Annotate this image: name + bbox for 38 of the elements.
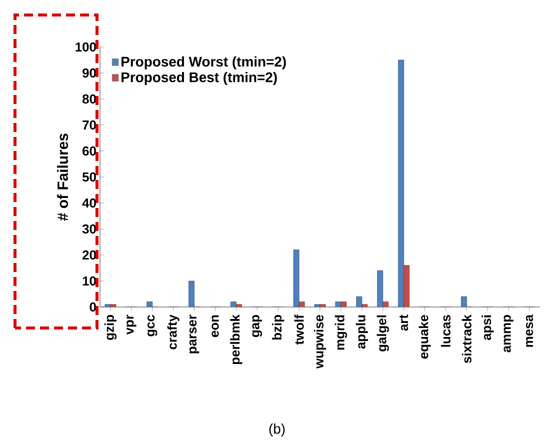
- x-tick-label: gzip: [104, 315, 117, 340]
- x-tick-label: eon: [212, 315, 219, 338]
- x-tick-label: vpr: [126, 314, 136, 335]
- x-tick-label: perlbmk: [230, 314, 242, 364]
- x-tick-label: lucas: [440, 315, 450, 347]
- x-tick-label: sixtrack: [462, 314, 472, 364]
- y-tick-label: 30: [82, 224, 96, 234]
- y-tick-label: 70: [82, 120, 96, 130]
- bar: [398, 60, 404, 307]
- x-tick-label: crafty: [167, 314, 180, 350]
- y-tick-label: 80: [82, 94, 96, 104]
- x-tick-label: ammp: [504, 315, 514, 352]
- y-tick-label: 50: [82, 172, 96, 182]
- y-tick-label: 40: [82, 198, 96, 208]
- x-tick-label: mgrid: [334, 315, 348, 350]
- x-tick-label: art: [400, 314, 408, 331]
- x-tick-label: twolf: [294, 314, 304, 345]
- bar: [404, 265, 410, 307]
- x-tick-label: galgel: [376, 315, 389, 352]
- y-tick-label: 0: [90, 302, 96, 312]
- y-tick-label: 10: [82, 276, 96, 286]
- x-tick-label: applu: [356, 315, 368, 349]
- text: (b): [269, 424, 285, 436]
- y-axis-title: # of Failures: [57, 134, 68, 221]
- y-tick-label: 20: [82, 250, 96, 260]
- legend-label: Proposed Worst (tmin=2): [122, 56, 286, 70]
- x-tick-label: bzip: [272, 315, 284, 340]
- y-tick-label: 100: [76, 42, 96, 52]
- legend-label: Proposed Best (tmin=2): [122, 72, 277, 85]
- x-tick-label: apsi: [482, 315, 494, 340]
- y-tick-label: 90: [82, 68, 96, 78]
- x-tick-label: wupwise: [314, 314, 326, 369]
- y-tick-label: 60: [82, 146, 96, 156]
- x-tick-label: parser: [189, 314, 200, 354]
- x-tick-label: gcc: [148, 314, 158, 336]
- x-tick-label: equake: [418, 314, 431, 359]
- x-tick-label: mesa: [526, 314, 534, 347]
- x-tick-label: gap: [252, 315, 262, 338]
